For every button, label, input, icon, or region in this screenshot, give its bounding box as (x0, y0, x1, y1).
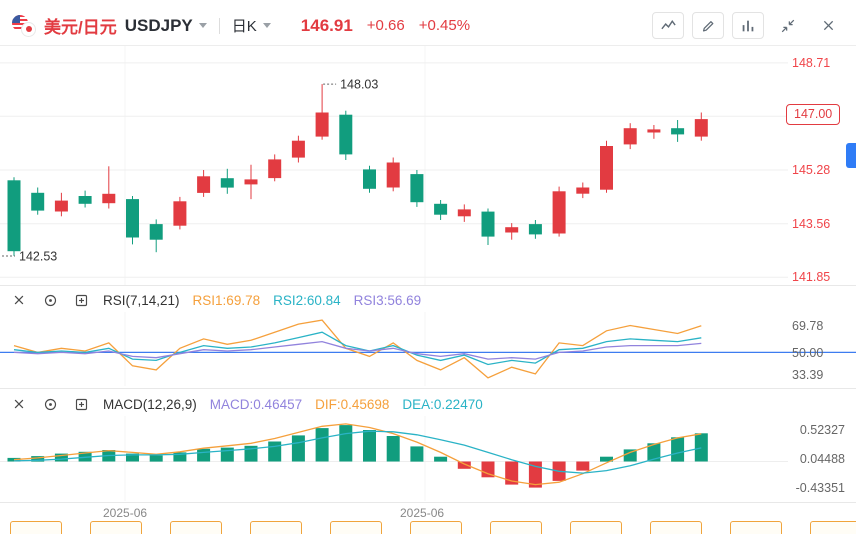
bottom-tab[interactable] (570, 521, 622, 534)
bottom-tab[interactable] (10, 521, 62, 534)
price-axis-label: 141.85 (792, 270, 831, 284)
price-axis-label: 148.71 (792, 56, 831, 70)
bottom-tab[interactable] (490, 521, 542, 534)
price-change: +0.66 (366, 17, 405, 34)
bottom-tab[interactable] (410, 521, 462, 534)
time-axis-label: 2025-06 (400, 506, 445, 520)
pane-divider[interactable] (0, 285, 856, 286)
price-change-percent: +0.45% (418, 17, 471, 34)
pane-divider (0, 502, 856, 503)
bottom-tab[interactable] (810, 521, 856, 534)
price-axis-label: 143.56 (792, 217, 831, 231)
price-annotation: 142.53 (19, 249, 57, 263)
draw-button[interactable] (692, 12, 724, 39)
dif-value: DIF:0.45698 (315, 396, 390, 412)
collapse-button[interactable] (772, 12, 804, 39)
chevron-down-icon[interactable] (262, 23, 271, 28)
pane-divider[interactable] (0, 388, 856, 389)
bottom-tab[interactable] (650, 521, 702, 534)
close-icon (14, 399, 24, 409)
close-icon (823, 20, 833, 31)
pencil-icon (702, 20, 714, 32)
current-price-tag: 147.00 (786, 104, 841, 125)
macd-add-button[interactable] (72, 395, 90, 413)
settings-icon (44, 398, 56, 410)
time-axis-label: 2025-06 (103, 506, 148, 520)
header-toolbar (652, 12, 844, 39)
indicator-bars-icon (742, 20, 754, 31)
rsi1-value: RSI1:69.78 (192, 292, 261, 308)
add-icon (75, 294, 87, 306)
timeframe-selector[interactable]: 日K (231, 18, 257, 35)
bottom-tab[interactable] (170, 521, 222, 534)
bottom-tab[interactable] (250, 521, 302, 534)
rsi-axis-label: 69.78 (792, 319, 824, 333)
collapse-icon (781, 19, 795, 32)
close-icon (14, 295, 24, 305)
rsi-axis-label: 50.00 (792, 346, 824, 360)
line-chart-icon (660, 20, 676, 30)
axis-scroll-marker[interactable] (846, 143, 856, 168)
macd-axis-label: 0.04488 (799, 452, 845, 466)
price-annotation: 148.03 (340, 78, 378, 92)
rsi-title[interactable]: RSI(7,14,21) (103, 292, 180, 308)
macd-axis-label: -0.43351 (795, 481, 845, 495)
rsi2-value: RSI2:60.84 (273, 292, 341, 308)
pair-symbol[interactable]: USDJPY (124, 15, 193, 35)
add-icon (75, 398, 87, 410)
macd-chart[interactable] (0, 416, 856, 501)
chart-style-button[interactable] (652, 12, 684, 39)
currency-pair-flag-icon (12, 14, 36, 37)
rsi-add-button[interactable] (72, 291, 90, 309)
macd-axis-label: 0.52327 (799, 423, 845, 437)
dea-value: DEA:0.22470 (402, 396, 483, 412)
rsi3-value: RSI3:56.69 (353, 292, 422, 308)
pair-name[interactable]: 美元/日元 (44, 18, 117, 37)
chevron-down-icon[interactable] (198, 23, 207, 28)
macd-title[interactable]: MACD(12,26,9) (103, 396, 197, 412)
settings-icon (44, 294, 56, 306)
candlestick-chart[interactable]: 148.03 142.53 (0, 46, 856, 285)
rsi-header: RSI(7,14,21) RSI1:69.78 RSI2:60.84 RSI3:… (10, 288, 421, 312)
rsi-chart[interactable] (0, 312, 856, 386)
bottom-tab[interactable] (730, 521, 782, 534)
japan-flag-icon (21, 21, 36, 37)
last-price: 146.91 (300, 15, 353, 35)
rsi-axis-label: 33.39 (792, 368, 824, 382)
bottom-tab[interactable] (330, 521, 382, 534)
chart-header: 美元/日元 USDJPY 日K 146.91 +0.66 +0.45% (0, 0, 856, 46)
indicators-button[interactable] (732, 12, 764, 39)
macd-header: MACD(12,26,9) MACD:0.46457 DIF:0.45698 D… (10, 392, 483, 416)
macd-settings-button[interactable] (41, 395, 59, 413)
close-chart-button[interactable] (812, 12, 844, 39)
divider (218, 17, 220, 34)
rsi-settings-button[interactable] (41, 291, 59, 309)
macd-close-button[interactable] (10, 395, 28, 413)
price-axis-label: 145.28 (792, 163, 831, 177)
bottom-tab[interactable] (90, 521, 142, 534)
rsi-close-button[interactable] (10, 291, 28, 309)
macd-value: MACD:0.46457 (209, 396, 303, 412)
